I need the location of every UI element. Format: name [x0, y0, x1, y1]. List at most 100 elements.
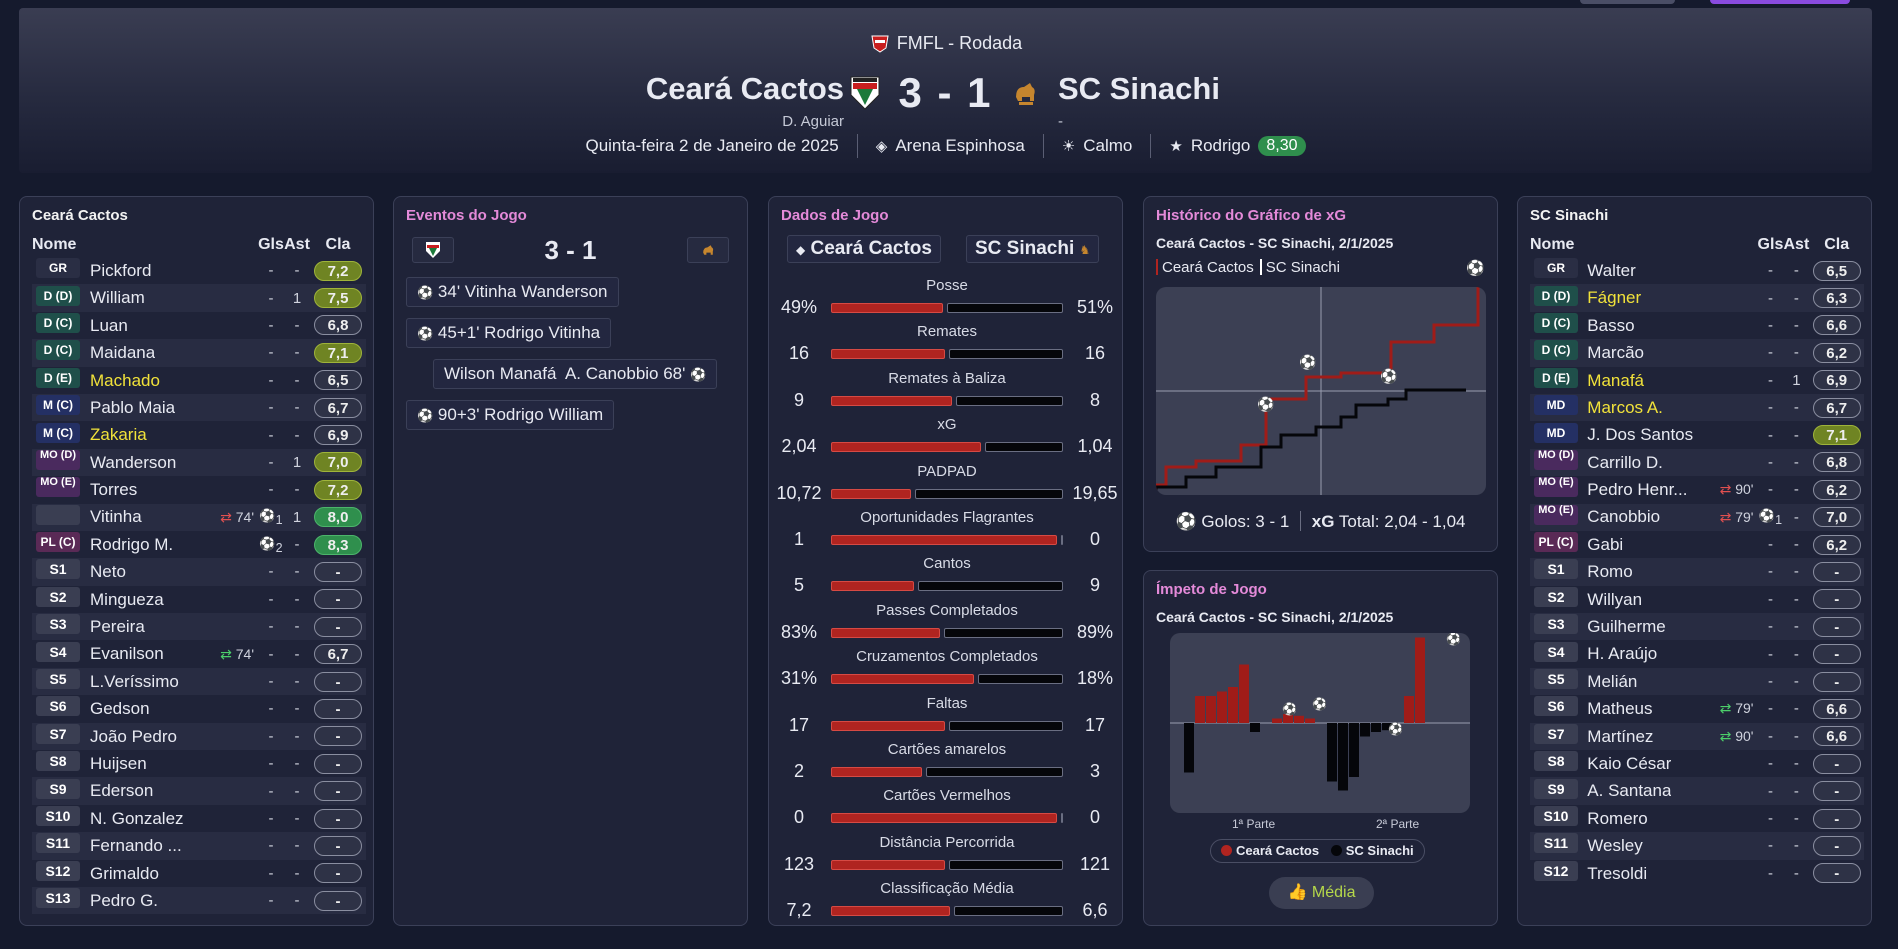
top-accent-tab[interactable] — [1710, 0, 1850, 4]
player-row[interactable]: D (C) Luan - -6,8 — [32, 312, 366, 339]
player-name[interactable]: Melián — [1587, 671, 1638, 691]
top-menu-tab[interactable] — [1580, 0, 1675, 4]
player-row[interactable]: S11 Wesley --- — [1530, 832, 1864, 860]
player-row[interactable]: MO (D) Carrillo D. - -6,8 — [1530, 448, 1864, 477]
player-row[interactable]: D (E) Machado - -6,5 — [32, 367, 366, 394]
player-row[interactable]: S8 Kaio César --- — [1530, 750, 1864, 777]
stat-row[interactable]: Classificação Média 7,2 6,6 — [769, 880, 1125, 926]
player-name[interactable]: Walter — [1587, 260, 1636, 280]
player-row[interactable]: M (C) Zakaria - -6,9 — [32, 421, 366, 448]
player-name[interactable]: Matheus — [1587, 699, 1653, 719]
stat-row[interactable]: Passes Completados 83% 89% — [769, 602, 1125, 648]
player-name[interactable]: Machado — [90, 370, 160, 390]
player-row[interactable]: MD Marcos A. - -6,7 — [1530, 393, 1864, 422]
player-row[interactable]: S9 A. Santana --- — [1530, 777, 1864, 805]
player-row[interactable]: S6 Matheus ⇄ 79' - -6,6 — [1530, 695, 1864, 722]
stat-row[interactable]: Cruzamentos Completados 31% 18% — [769, 648, 1125, 694]
player-row[interactable]: D (D) William -1 7,5 — [32, 284, 366, 312]
player-name[interactable]: Tresoldi — [1587, 863, 1648, 883]
player-row[interactable]: S9 Ederson --- — [32, 777, 366, 805]
stat-row[interactable]: PADPAD 10,72 19,65 — [769, 463, 1125, 509]
away-team-name[interactable]: SC Sinachi — [1058, 71, 1220, 106]
stat-row[interactable]: Distância Percorrida 123 121 — [769, 834, 1125, 880]
player-row[interactable]: S12 Grimaldo --- — [32, 860, 366, 887]
col-goals[interactable]: Gls — [258, 236, 284, 253]
player-row[interactable]: S4 H. Araújo --- — [1530, 640, 1864, 667]
player-name[interactable]: L.Veríssimo — [90, 671, 179, 691]
player-row[interactable]: S1 Romo --- — [1530, 558, 1864, 586]
col-name[interactable]: Nome — [1530, 236, 1575, 253]
player-row[interactable]: S7 João Pedro --- — [32, 722, 366, 751]
player-name[interactable]: Marcos A. — [1587, 397, 1663, 417]
col-assists[interactable]: Ast — [284, 236, 310, 253]
motm-player[interactable]: Rodrigo — [1190, 136, 1251, 155]
player-name[interactable]: Manafá — [1587, 370, 1644, 390]
player-row[interactable]: MO (D) Wanderson -1 7,0 — [32, 448, 366, 477]
stat-row[interactable]: Cartões Vermelhos 0 0 — [769, 787, 1125, 833]
player-row[interactable]: MD J. Dos Santos - -7,1 — [1530, 421, 1864, 448]
player-name[interactable]: Torres — [90, 480, 138, 500]
player-row[interactable]: M (C) Pablo Maia - -6,7 — [32, 393, 366, 422]
player-name[interactable]: Romero — [1587, 808, 1648, 828]
player-name[interactable]: Ederson — [90, 781, 154, 801]
player-name[interactable]: Vitinha — [90, 507, 142, 527]
col-rating[interactable]: Cla — [325, 236, 351, 253]
player-name[interactable]: João Pedro — [90, 726, 177, 746]
stadium-name[interactable]: Arena Espinhosa — [895, 136, 1025, 155]
player-name[interactable]: Zakaria — [90, 425, 147, 445]
stat-row[interactable]: xG 2,04 1,04 — [769, 416, 1125, 462]
player-row[interactable]: S10 N. Gonzalez --- — [32, 805, 366, 832]
player-row[interactable]: S12 Tresoldi --- — [1530, 860, 1864, 887]
player-name[interactable]: Canobbio — [1587, 507, 1661, 527]
player-name[interactable]: Wanderson — [90, 452, 177, 472]
col-assists[interactable]: Ast — [1783, 236, 1810, 253]
player-name[interactable]: Carrillo D. — [1587, 452, 1663, 472]
stat-row[interactable]: Oportunidades Flagrantes 1 0 — [769, 509, 1125, 555]
event-goal-3[interactable]: Wilson Manafá A. Canobbio 68' ⚽ — [433, 359, 718, 389]
player-name[interactable]: Basso — [1587, 315, 1635, 335]
player-name[interactable]: Fernando ... — [90, 836, 182, 856]
player-name[interactable]: Rodrigo M. — [90, 534, 174, 554]
player-name[interactable]: Maidana — [90, 343, 156, 363]
player-name[interactable]: Kaio César — [1587, 753, 1672, 773]
momentum-chart[interactable]: ⚽ ⚽ ⚽ ⚽ — [1170, 633, 1470, 813]
away-crest-icon[interactable] — [1010, 77, 1040, 107]
player-row[interactable]: MO (E) Canobbio ⇄ 79' ⚽1-7,0 — [1530, 503, 1864, 531]
home-crest-icon[interactable] — [849, 75, 881, 111]
player-name[interactable]: Gabi — [1587, 534, 1624, 554]
player-name[interactable]: Neto — [90, 562, 126, 582]
player-name[interactable]: Guilherme — [1587, 617, 1666, 637]
player-row[interactable]: PL (C) Rodrigo M. ⚽2-8,3 — [32, 531, 366, 558]
xg-chart[interactable]: ⚽ ⚽ ⚽ — [1156, 287, 1486, 495]
player-name[interactable]: Martínez — [1587, 726, 1654, 746]
player-row[interactable]: GR Walter - -6,5 — [1530, 257, 1864, 284]
player-row[interactable]: D (E) Manafá - 1 6,9 — [1530, 367, 1864, 394]
player-name[interactable]: J. Dos Santos — [1587, 425, 1694, 445]
player-row[interactable]: S7 Martínez ⇄ 90' - -6,6 — [1530, 722, 1864, 751]
player-name[interactable]: Pablo Maia — [90, 397, 176, 417]
player-row[interactable]: S3 Pereira --- — [32, 613, 366, 641]
player-row[interactable]: D (C) Maidana - -7,1 — [32, 339, 366, 367]
stat-row[interactable]: Remates 16 16 — [769, 323, 1125, 369]
player-row[interactable]: Vitinha ⇄ 74' ⚽1 1 8,0 — [32, 503, 366, 531]
stat-row[interactable]: Cantos 5 9 — [769, 555, 1125, 601]
player-name[interactable]: Willyan — [1587, 589, 1643, 609]
player-row[interactable]: S10 Romero --- — [1530, 805, 1864, 832]
stat-row[interactable]: Posse 49% 51% — [769, 277, 1125, 323]
player-row[interactable]: D (D) Fágner - -6,3 — [1530, 284, 1864, 312]
player-name[interactable]: N. Gonzalez — [90, 808, 184, 828]
competition[interactable]: FMFL - Rodada — [19, 32, 1872, 54]
player-row[interactable]: S11 Fernando ... --- — [32, 832, 366, 860]
player-name[interactable]: Romo — [1587, 562, 1633, 582]
player-name[interactable]: H. Araújo — [1587, 644, 1658, 664]
player-name[interactable]: Huijsen — [90, 753, 147, 773]
player-name[interactable]: William — [90, 288, 145, 308]
stat-row[interactable]: Cartões amarelos 2 3 — [769, 741, 1125, 787]
player-row[interactable]: S1 Neto --- — [32, 558, 366, 586]
player-name[interactable]: Pereira — [90, 617, 145, 637]
player-row[interactable]: S8 Huijsen --- — [32, 750, 366, 777]
settings-ball-icon[interactable]: ⚽ — [1466, 260, 1485, 277]
player-row[interactable]: MO (E) Torres - -7,2 — [32, 476, 366, 503]
player-name[interactable]: Mingueza — [90, 589, 164, 609]
home-manager[interactable]: D. Aguiar — [782, 113, 844, 130]
